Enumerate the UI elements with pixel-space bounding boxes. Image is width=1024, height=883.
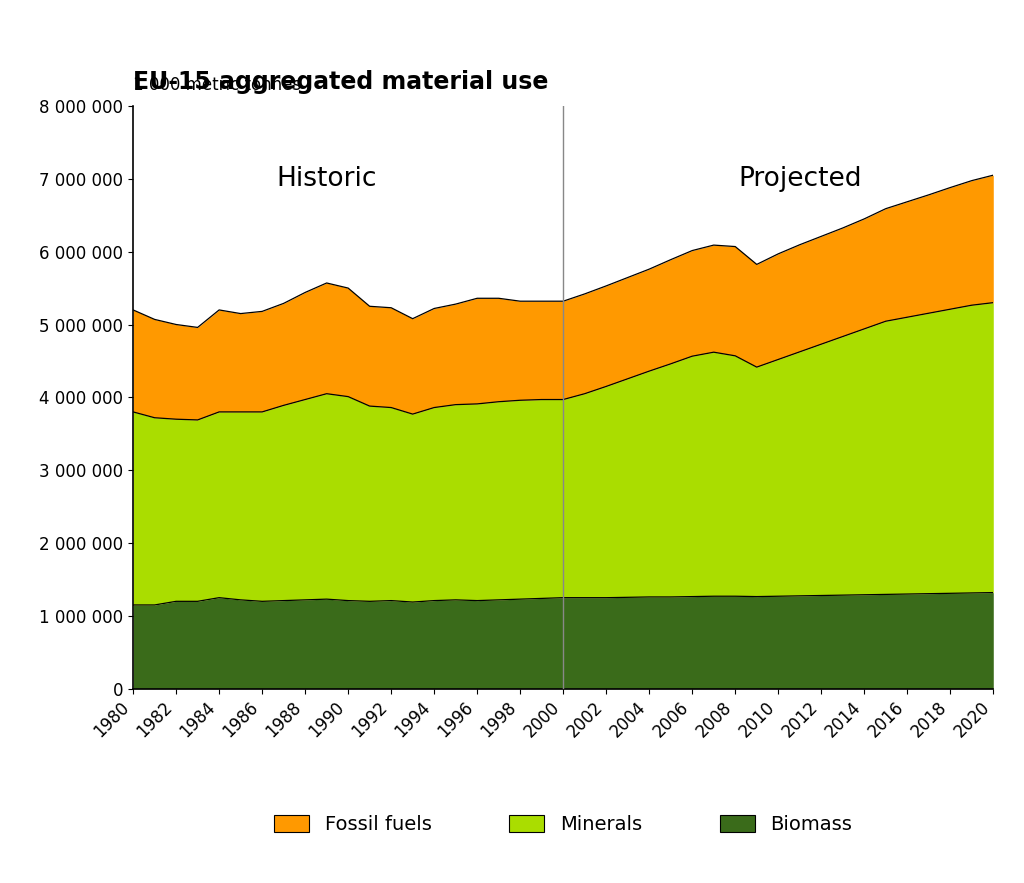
- Text: Projected: Projected: [738, 166, 861, 192]
- Text: Historic: Historic: [276, 166, 377, 192]
- Text: EU-15 aggregated material use: EU-15 aggregated material use: [133, 71, 549, 94]
- Legend: Fossil fuels, Minerals, Biomass: Fossil fuels, Minerals, Biomass: [266, 807, 860, 842]
- Text: 1 000 metric tonnes: 1 000 metric tonnes: [133, 76, 301, 94]
